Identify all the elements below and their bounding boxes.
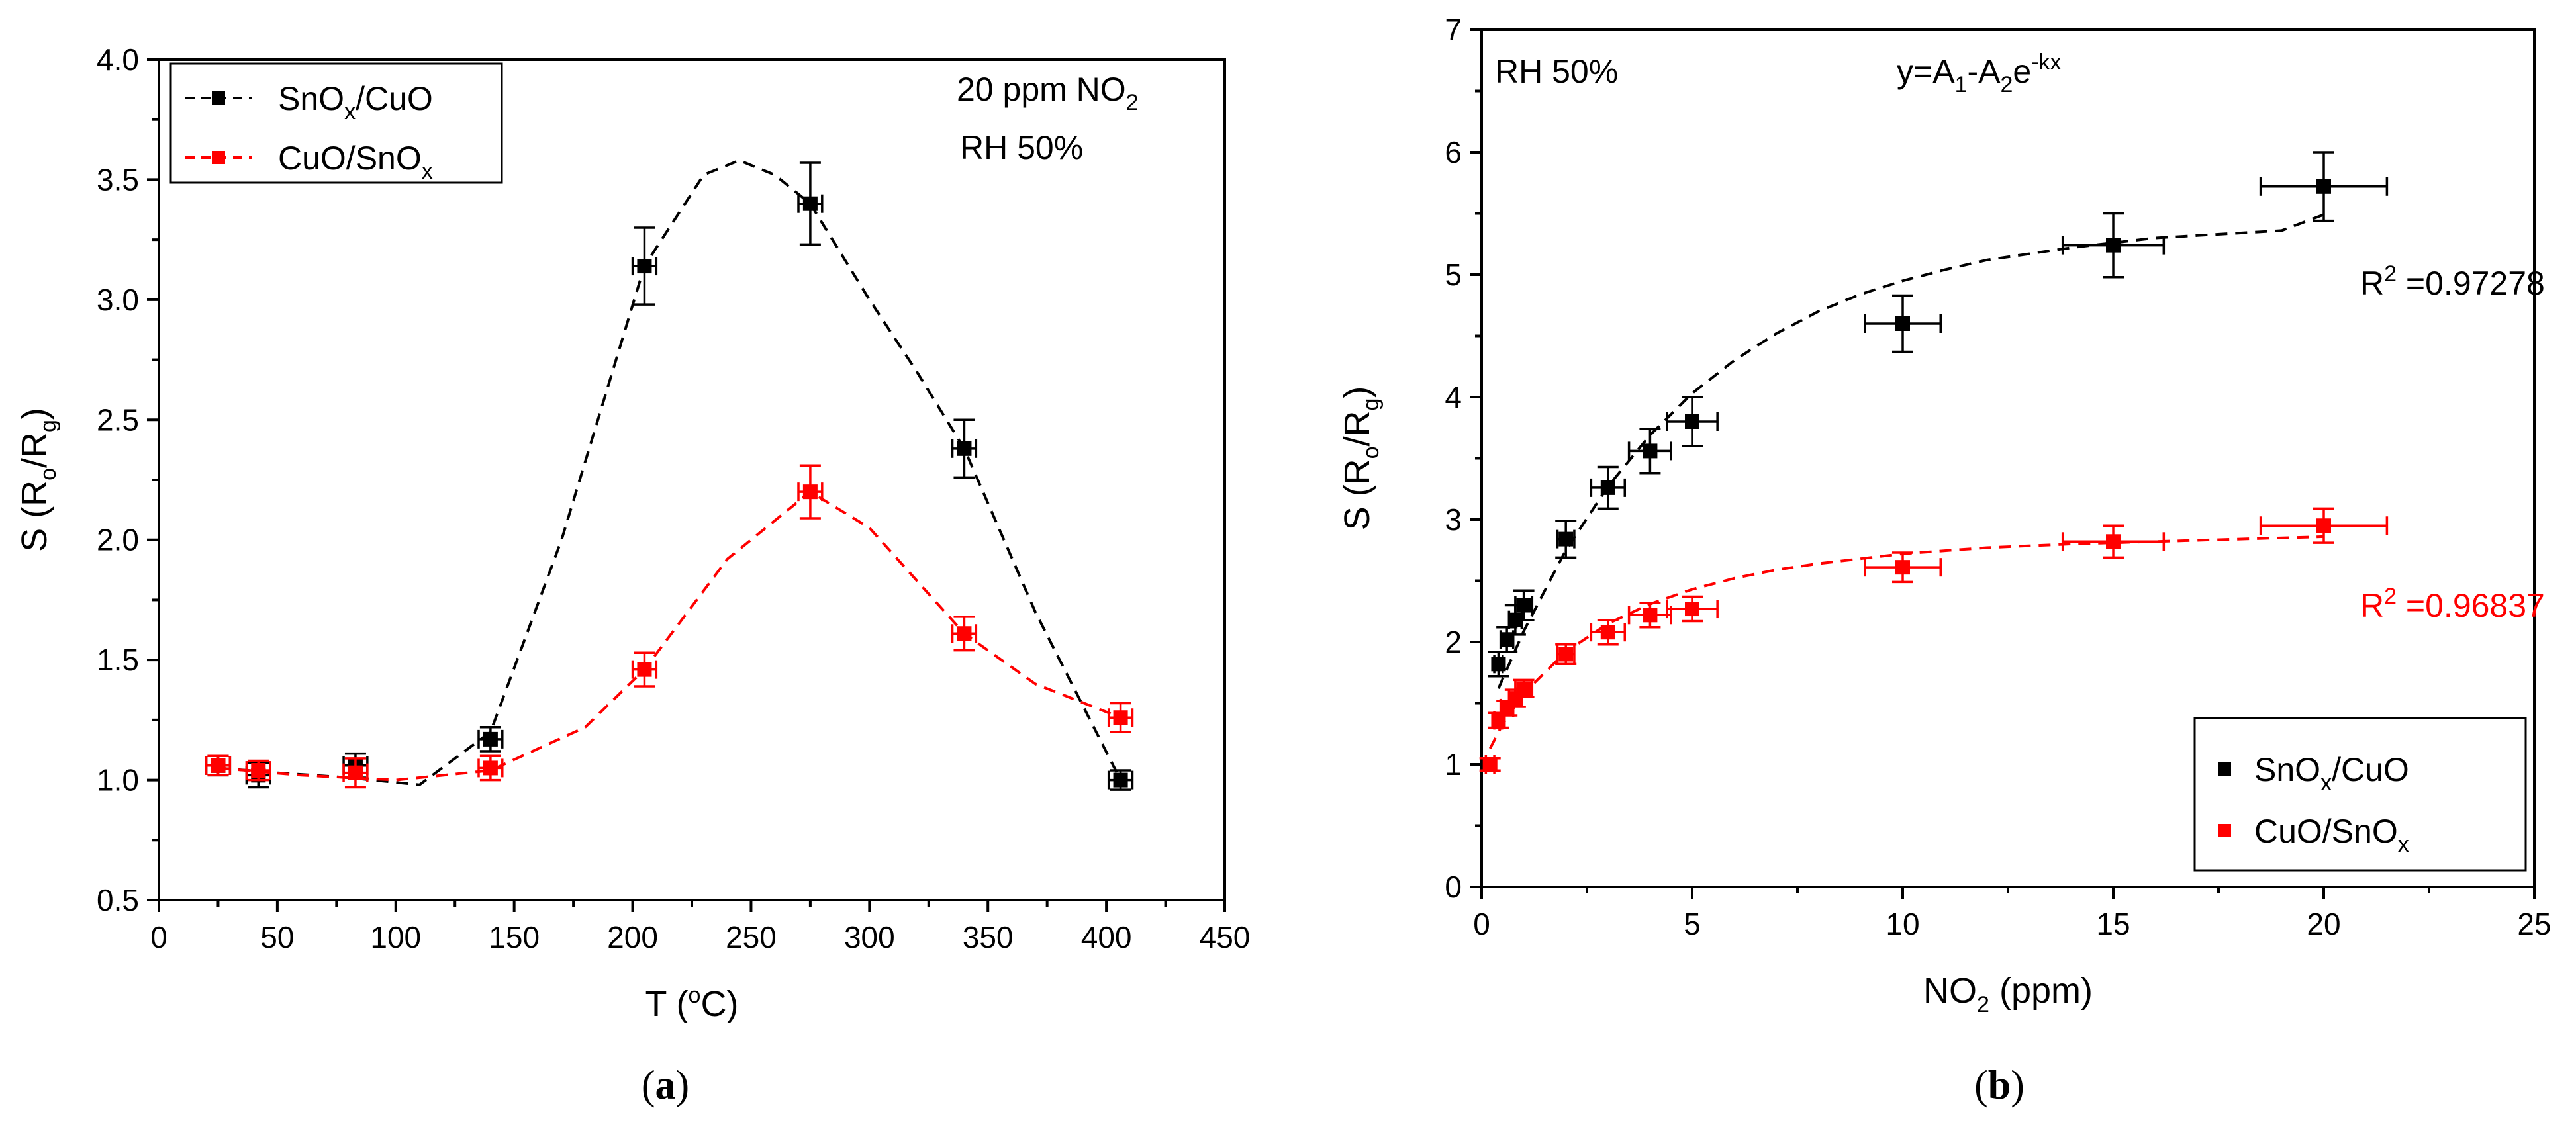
data-point xyxy=(2316,518,2331,533)
data-point xyxy=(1643,443,1658,459)
data-point xyxy=(1685,414,1699,429)
y-tick-label: 2 xyxy=(1445,625,1462,659)
data-point xyxy=(1516,598,1531,613)
x-axis-label: T (oC) xyxy=(645,983,739,1024)
y-axis-label: S (Ro/Rg) xyxy=(1337,387,1384,531)
panel-caption: (b) xyxy=(1974,1063,2025,1108)
gas-annotation: 20 ppm NO2 xyxy=(957,71,1139,115)
y-tick-label: 4 xyxy=(1445,380,1462,414)
legend-marker xyxy=(2218,762,2231,776)
panel-a-chart: 0 50 100 150 200 250 300 350 400 450 0.5 1.0 1.5 2.0 2… xyxy=(15,42,1250,1108)
legend-label: SnOx/CuO xyxy=(2254,751,2409,796)
fit-curve xyxy=(218,490,1121,782)
y-tick-label: 1.0 xyxy=(97,763,139,798)
data-point xyxy=(251,763,266,778)
data-point xyxy=(1558,531,1574,547)
panel-b-chart: 0 5 10 15 20 25 0 1 2 3 4 5 6 7 NO2 (ppm) S (Ro/Rg) SnOx… xyxy=(1337,13,2552,1108)
y-tick-label: 1.5 xyxy=(97,643,139,677)
data-point xyxy=(1685,602,1699,617)
x-tick-label: 5 xyxy=(1684,907,1701,941)
r-squared-snox-cuo: R2 =0.97278 xyxy=(2360,261,2545,302)
y-tick-label: 3 xyxy=(1445,502,1462,537)
data-point xyxy=(1482,757,1498,772)
data-point xyxy=(1516,681,1531,696)
x-tick-label: 150 xyxy=(489,920,540,954)
x-tick-label: 0 xyxy=(1473,907,1490,941)
legend-marker xyxy=(212,91,225,105)
x-tick-label: 50 xyxy=(260,920,294,954)
data-point xyxy=(483,760,498,776)
legend-marker xyxy=(2218,824,2231,837)
data-point xyxy=(2106,238,2121,253)
data-point xyxy=(211,758,226,773)
legend-label: CuO/SnOx xyxy=(2254,813,2409,857)
y-tick-label: 6 xyxy=(1445,135,1462,169)
y-tick-label: 5 xyxy=(1445,257,1462,292)
y-axis-label: S (Ro/Rg) xyxy=(15,408,61,552)
plot-frame xyxy=(158,58,1226,901)
data-point xyxy=(1500,632,1515,647)
data-point xyxy=(957,626,972,641)
y-tick-label: 0.5 xyxy=(97,883,139,917)
x-axis-label: NO2 (ppm) xyxy=(1923,971,2093,1017)
y-tick-label: 4.0 xyxy=(97,42,139,77)
data-point xyxy=(957,441,972,456)
x-tick-label: 200 xyxy=(607,920,658,954)
data-point xyxy=(1113,710,1128,725)
data-point xyxy=(637,662,652,677)
x-tick-label: 20 xyxy=(2307,907,2340,941)
legend-box xyxy=(169,62,503,184)
x-tick-label: 25 xyxy=(2517,907,2551,941)
y-tick-label: 3.0 xyxy=(97,283,139,317)
data-point xyxy=(1113,772,1128,788)
humidity-annotation: RH 50% xyxy=(960,129,1083,166)
x-tick-label: 10 xyxy=(1885,907,1919,941)
data-point xyxy=(2316,179,2331,194)
legend: SnOx/CuO CuO/SnOx xyxy=(2193,717,2527,872)
y-tick-label: 1 xyxy=(1445,747,1462,782)
data-point xyxy=(1491,713,1506,728)
y-tick-label: 3.5 xyxy=(97,162,139,197)
x-tick-label: 0 xyxy=(150,920,167,954)
legend-box xyxy=(2193,717,2527,872)
legend: SnOx/CuO CuO/SnOx xyxy=(169,62,503,184)
x-tick-label: 250 xyxy=(726,920,777,954)
x-tick-label: 300 xyxy=(844,920,895,954)
data-point xyxy=(348,765,363,780)
r-squared-cuo-snox: R2 =0.96837 xyxy=(2360,584,2545,624)
panel-caption: (a) xyxy=(642,1063,689,1108)
legend-label: SnOx/CuO xyxy=(278,80,433,124)
legend-label: CuO/SnOx xyxy=(278,140,433,184)
data-point xyxy=(1558,647,1574,662)
data-point xyxy=(802,484,818,500)
data-point xyxy=(2106,534,2121,549)
fit-curve xyxy=(218,159,1122,786)
error-bar xyxy=(342,757,369,789)
fit-equation: y=A1-A2e-kx xyxy=(1897,50,2062,97)
data-point xyxy=(637,259,652,274)
data-point xyxy=(1600,480,1615,495)
x-tick-label: 400 xyxy=(1081,920,1132,954)
data-point xyxy=(1895,316,1910,331)
y-tick-label: 2.5 xyxy=(97,402,139,437)
x-tick-label: 100 xyxy=(370,920,421,954)
data-point xyxy=(1600,625,1615,640)
y-tick-label: 7 xyxy=(1445,13,1462,47)
x-tick-label: 350 xyxy=(963,920,1014,954)
humidity-annotation: RH 50% xyxy=(1495,53,1618,90)
data-point xyxy=(802,196,818,211)
legend-marker xyxy=(212,151,225,164)
fit-curve xyxy=(1488,535,2324,749)
fit-curve xyxy=(1497,213,2324,690)
x-tick-label: 15 xyxy=(2096,907,2130,941)
data-point xyxy=(1491,657,1506,672)
data-point xyxy=(1643,608,1658,623)
data-point xyxy=(483,731,498,747)
x-tick-label: 450 xyxy=(1200,920,1251,954)
y-tick-label: 0 xyxy=(1445,870,1462,904)
y-tick-label: 2.0 xyxy=(97,523,139,557)
data-point xyxy=(1895,560,1910,575)
